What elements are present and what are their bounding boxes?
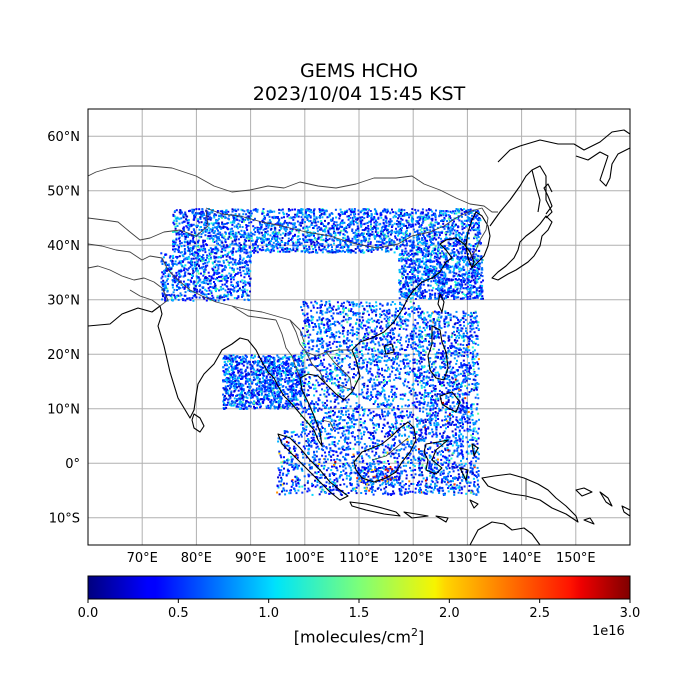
colorbar-tick-label: 0.0 [78, 606, 99, 621]
coastline-japan [491, 215, 553, 281]
map-frame [87, 108, 631, 546]
colorbar-tick-label: 2.5 [529, 606, 550, 621]
colorbar [87, 575, 631, 600]
coastline-java [349, 501, 401, 517]
coastline-sri-lanka [191, 413, 205, 433]
coastline-hokkaido [543, 183, 553, 215]
colorbar-tick-label: 3.0 [620, 606, 641, 621]
country-borders [88, 165, 527, 500]
lon-tick-label: 70°E [127, 551, 158, 566]
lat-tick-label: 0° [65, 457, 80, 472]
lat-tick-label: 40°N [47, 239, 80, 254]
lat-tick-label: 10°S [49, 511, 80, 526]
coastline-pacific-islands [575, 487, 630, 517]
colorbar-tick-label: 0.5 [168, 606, 189, 621]
colorbar-tick-label: 1.0 [258, 606, 279, 621]
lon-tick-label: 90°E [235, 551, 266, 566]
lon-tick-label: 140°E [502, 551, 542, 566]
lat-tick-label: 50°N [47, 184, 80, 199]
lon-tick-label: 80°E [181, 551, 212, 566]
coastline-philippines [427, 325, 449, 381]
coastline-sakhalin [531, 169, 541, 213]
coastline-mainland-south-asia [88, 305, 323, 447]
coastline-nz-fragment [583, 517, 595, 525]
map-title: GEMS HCHO [299, 60, 419, 82]
coastline-northeast [497, 129, 630, 187]
colorbar-tick-label: 2.0 [439, 606, 460, 621]
lon-tick-label: 120°E [393, 551, 433, 566]
colorbar-tick-label: 1.5 [349, 606, 370, 621]
map-axis-ticks: 70°E 80°E 90°E 100°E 110°E 120°E 130°E 140°E 150… [47, 130, 595, 566]
lat-tick-label: 10°N [47, 402, 80, 417]
lon-tick-label: 100°E [285, 551, 325, 566]
lat-tick-label: 30°N [47, 293, 80, 308]
coastline-indochina [307, 237, 475, 401]
lat-tick-label: 60°N [47, 130, 80, 145]
colorbar-exponent: 1e16 [592, 624, 625, 639]
coastline-sulawesi [423, 439, 449, 475]
lon-tick-label: 110°E [339, 551, 379, 566]
coastline-taiwan [437, 293, 445, 313]
hcho-data-swath [160, 208, 484, 496]
coastline-islands-east [403, 443, 479, 523]
lat-tick-label: 20°N [47, 348, 80, 363]
lon-tick-label: 130°E [448, 551, 488, 566]
coastline-sumatra [277, 433, 349, 501]
coastline-korea [465, 211, 491, 269]
lon-tick-label: 150°E [556, 551, 596, 566]
coastline-hainan [383, 343, 395, 355]
map-subtitle-timestamp: 2023/10/04 15:45 KST [252, 83, 466, 105]
coastlines [88, 129, 630, 545]
coastline-borneo [353, 421, 417, 483]
coastline-new-guinea [481, 473, 579, 523]
colorbar-units-label: [molecules/cm2] [293, 626, 425, 647]
coastline-mindanao [439, 391, 461, 413]
coastline-russia-east [489, 165, 553, 227]
colorbar-ticks: 0.0 0.5 1.0 1.5 2.0 2.5 3.0 [78, 599, 641, 621]
coastline-australia-north [469, 521, 541, 545]
